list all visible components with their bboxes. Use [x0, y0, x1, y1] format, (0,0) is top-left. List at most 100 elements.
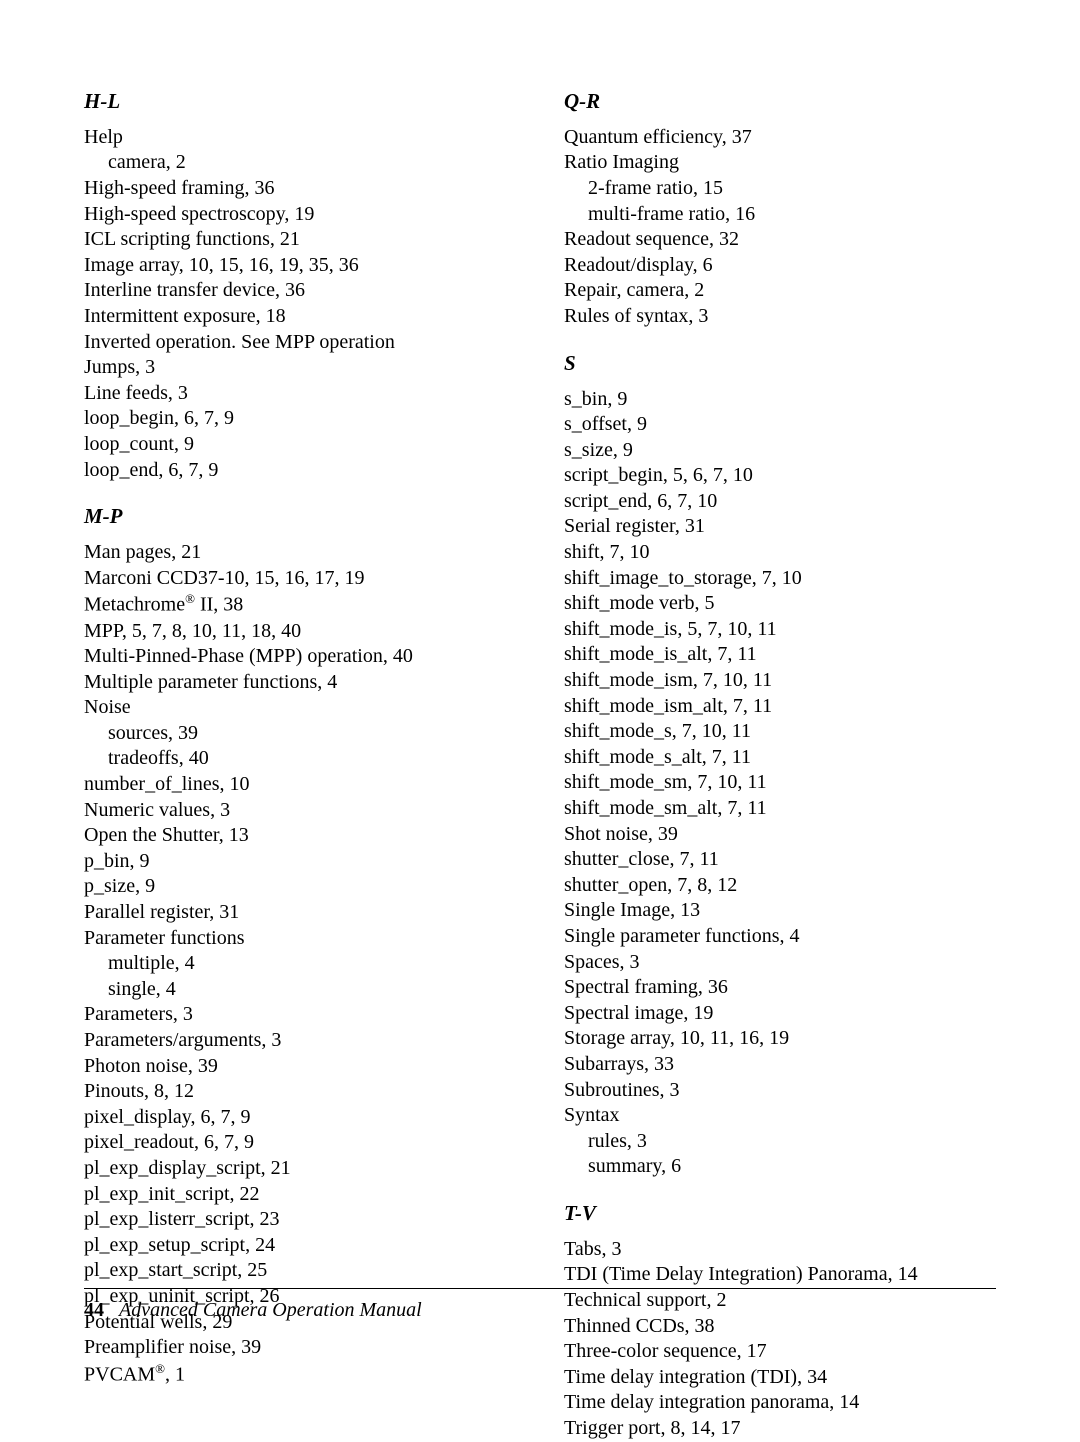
index-entry: Subroutines, 3 — [564, 1078, 996, 1104]
index-entry: shift_mode verb, 5 — [564, 591, 996, 617]
index-subentry: camera, 2 — [108, 150, 516, 176]
index-entry: Inverted operation. See MPP operation — [84, 330, 516, 356]
index-entry: Spectral framing, 36 — [564, 975, 996, 1001]
index-entry: p_bin, 9 — [84, 849, 516, 875]
index-entry: shift_mode_s, 7, 10, 11 — [564, 719, 996, 745]
index-entry: shift_mode_sm_alt, 7, 11 — [564, 796, 996, 822]
index-entry: shift, 7, 10 — [564, 540, 996, 566]
index-entry: loop_end, 6, 7, 9 — [84, 458, 516, 484]
index-entry: pl_exp_setup_script, 24 — [84, 1233, 516, 1259]
registered-icon: ® — [185, 591, 195, 606]
index-entry: Trigger port, 8, 14, 17 — [564, 1416, 996, 1442]
index-entry: Spectral image, 19 — [564, 1001, 996, 1027]
index-entry: Metachrome® II, 38 — [84, 591, 516, 618]
index-left-column: H-L Help camera, 2 High-speed framing, 3… — [84, 88, 516, 1442]
index-entry: Quantum efficiency, 37 — [564, 125, 996, 151]
index-entry: pl_exp_init_script, 22 — [84, 1182, 516, 1208]
index-entry: Open the Shutter, 13 — [84, 823, 516, 849]
index-entry: Marconi CCD37-10, 15, 16, 17, 19 — [84, 566, 516, 592]
index-entry: Shot noise, 39 — [564, 822, 996, 848]
index-entry: loop_count, 9 — [84, 432, 516, 458]
index-entry-text: PVCAM — [84, 1363, 155, 1385]
index-entry: Single parameter functions, 4 — [564, 924, 996, 950]
index-entry: pl_exp_listerr_script, 23 — [84, 1207, 516, 1233]
index-entry: shutter_close, 7, 11 — [564, 847, 996, 873]
index-entry: Parallel register, 31 — [84, 900, 516, 926]
index-entry: script_end, 6, 7, 10 — [564, 489, 996, 515]
index-entry: Intermittent exposure, 18 — [84, 304, 516, 330]
section-heading-qr: Q-R — [564, 88, 996, 115]
index-entry: pixel_display, 6, 7, 9 — [84, 1105, 516, 1131]
index-entry: shift_mode_is_alt, 7, 11 — [564, 642, 996, 668]
section-heading-s: S — [564, 350, 996, 377]
index-entry: Single Image, 13 — [564, 898, 996, 924]
index-entry: Tabs, 3 — [564, 1237, 996, 1263]
index-entry-text: , 1 — [165, 1363, 185, 1385]
index-entry: Multiple parameter functions, 4 — [84, 670, 516, 696]
index-entry: shift_mode_is, 5, 7, 10, 11 — [564, 617, 996, 643]
registered-icon: ® — [155, 1361, 165, 1376]
index-entry: Three-color sequence, 17 — [564, 1339, 996, 1365]
index-entry: PVCAM®, 1 — [84, 1361, 516, 1388]
index-entry: Multi-Pinned-Phase (MPP) operation, 40 — [84, 644, 516, 670]
index-subentry: multi-frame ratio, 16 — [588, 202, 996, 228]
footer-title: Advanced Camera Operation Manual — [119, 1299, 422, 1321]
index-entry: pl_exp_display_script, 21 — [84, 1156, 516, 1182]
section-heading-mp: M-P — [84, 503, 516, 530]
index-entry: Line feeds, 3 — [84, 381, 516, 407]
index-entry: s_offset, 9 — [564, 412, 996, 438]
index-entry: Noise — [84, 695, 516, 721]
index-subentry: multiple, 4 — [108, 951, 516, 977]
index-entry: Time delay integration panorama, 14 — [564, 1390, 996, 1416]
index-entry: Help — [84, 125, 516, 151]
index-entry: script_begin, 5, 6, 7, 10 — [564, 463, 996, 489]
index-entry: Preamplifier noise, 39 — [84, 1335, 516, 1361]
index-entry-text: II, 38 — [195, 594, 243, 616]
index-entry: shift_mode_ism, 7, 10, 11 — [564, 668, 996, 694]
index-entry: TDI (Time Delay Integration) Panorama, 1… — [564, 1262, 996, 1288]
index-entry: Photon noise, 39 — [84, 1054, 516, 1080]
index-entry: Interline transfer device, 36 — [84, 278, 516, 304]
index-entry: High-speed spectroscopy, 19 — [84, 202, 516, 228]
index-entry: shift_mode_sm, 7, 10, 11 — [564, 770, 996, 796]
index-entry-text: Metachrome — [84, 594, 185, 616]
index-entry: MPP, 5, 7, 8, 10, 11, 18, 40 — [84, 619, 516, 645]
index-entry: Rules of syntax, 3 — [564, 304, 996, 330]
index-entry: Subarrays, 33 — [564, 1052, 996, 1078]
index-entry: shift_mode_s_alt, 7, 11 — [564, 745, 996, 771]
index-entry: Man pages, 21 — [84, 540, 516, 566]
index-entry: pixel_readout, 6, 7, 9 — [84, 1130, 516, 1156]
index-subentry: summary, 6 — [588, 1154, 996, 1180]
section-heading-tv: T-V — [564, 1200, 996, 1227]
index-entry: Spaces, 3 — [564, 950, 996, 976]
index-subentry: rules, 3 — [588, 1129, 996, 1155]
index-entry: Ratio Imaging — [564, 150, 996, 176]
index-entry: s_bin, 9 — [564, 387, 996, 413]
index-entry: High-speed framing, 36 — [84, 176, 516, 202]
index-subentry: 2-frame ratio, 15 — [588, 176, 996, 202]
index-entry: Repair, camera, 2 — [564, 278, 996, 304]
index-entry: Syntax — [564, 1103, 996, 1129]
index-entry: Parameters, 3 — [84, 1002, 516, 1028]
index-entry: Readout sequence, 32 — [564, 227, 996, 253]
index-entry: Numeric values, 3 — [84, 798, 516, 824]
index-entry: Storage array, 10, 11, 16, 19 — [564, 1026, 996, 1052]
index-entry: Serial register, 31 — [564, 514, 996, 540]
index-entry: ICL scripting functions, 21 — [84, 227, 516, 253]
index-entry: s_size, 9 — [564, 438, 996, 464]
index-entry: shutter_open, 7, 8, 12 — [564, 873, 996, 899]
section-heading-hl: H-L — [84, 88, 516, 115]
index-columns: H-L Help camera, 2 High-speed framing, 3… — [84, 88, 996, 1442]
index-entry: pl_exp_start_script, 25 — [84, 1258, 516, 1284]
index-entry: Technical support, 2 — [564, 1288, 996, 1314]
index-subentry: tradeoffs, 40 — [108, 746, 516, 772]
index-entry: shift_mode_ism_alt, 7, 11 — [564, 694, 996, 720]
index-entry: Time delay integration (TDI), 34 — [564, 1365, 996, 1391]
index-entry: Pinouts, 8, 12 — [84, 1079, 516, 1105]
index-entry: Image array, 10, 15, 16, 19, 35, 36 — [84, 253, 516, 279]
index-entry: p_size, 9 — [84, 874, 516, 900]
index-entry: shift_image_to_storage, 7, 10 — [564, 566, 996, 592]
index-subentry: single, 4 — [108, 977, 516, 1003]
index-entry: Jumps, 3 — [84, 355, 516, 381]
index-entry: loop_begin, 6, 7, 9 — [84, 406, 516, 432]
